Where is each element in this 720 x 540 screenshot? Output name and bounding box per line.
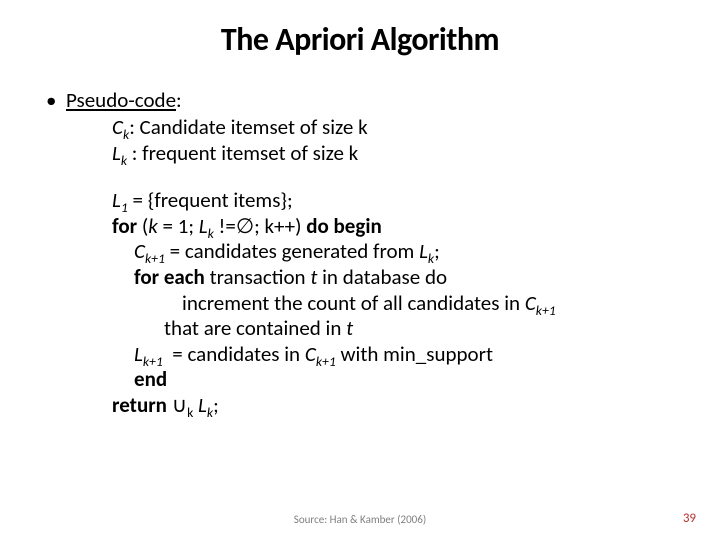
slide-title: The Apriori Algorithm bbox=[40, 20, 680, 59]
for-eq: = 1; bbox=[158, 213, 199, 239]
lk-var: L bbox=[112, 140, 121, 166]
l1-var: L bbox=[112, 187, 121, 213]
def-lk: Lk : frequent itemset of size k bbox=[112, 141, 680, 167]
algo-return: return ∪k Lk; bbox=[112, 393, 680, 419]
for-open: ( bbox=[137, 213, 148, 239]
for-kw: for bbox=[112, 213, 137, 239]
l1-text: = {frequent items}; bbox=[128, 187, 293, 213]
pseudo-code-colon: : bbox=[176, 87, 182, 113]
algo-l1: L1 = {frequent items}; bbox=[112, 188, 680, 214]
inc-ck-sub: k+1 bbox=[536, 302, 556, 319]
lk-text: : frequent itemset of size k bbox=[127, 140, 358, 166]
lk1-ck-var: C bbox=[305, 341, 316, 367]
algo-increment-1: increment the count of all candidates in… bbox=[182, 291, 680, 317]
ck-var: C bbox=[112, 114, 123, 140]
foreach-kw: for each bbox=[134, 264, 205, 290]
ck-text: : Candidate itemset of size k bbox=[129, 114, 367, 140]
foreach-rest: in database do bbox=[317, 264, 447, 290]
algo-lk1: Lk+1 = candidates in Ck+1 with min_suppo… bbox=[134, 342, 680, 368]
inc-ck-var: C bbox=[525, 290, 536, 316]
def-ck: Ck: Candidate itemset of size k bbox=[112, 115, 680, 141]
algo-increment-2: that are contained in t bbox=[164, 316, 680, 342]
algo-ck1: Ck+1 = candidates generated from Lk; bbox=[134, 239, 680, 265]
bullet-glyph: • bbox=[40, 87, 66, 113]
algo-foreach: for each transaction t in database do bbox=[134, 265, 680, 291]
lk1-rest: with min_support bbox=[336, 341, 493, 367]
ck1-text: = candidates generated from bbox=[165, 238, 419, 264]
pseudo-code-label: Pseudo-code bbox=[66, 87, 176, 113]
for-k: k bbox=[148, 213, 158, 239]
slide: The Apriori Algorithm • Pseudo-code: Ck:… bbox=[0, 0, 720, 540]
lk1-var: L bbox=[134, 341, 143, 367]
algo-for: for (k = 1; Lk !=∅; k++) do begin bbox=[112, 214, 680, 240]
foreach-text: transaction bbox=[205, 264, 310, 290]
ck1-lk-var: L bbox=[419, 238, 428, 264]
for-cond: !=∅; k++) bbox=[214, 213, 306, 239]
ck1-var: C bbox=[134, 238, 145, 264]
bullet-row: • Pseudo-code: bbox=[40, 87, 680, 113]
page-number: 39 bbox=[683, 511, 696, 526]
return-kw: return bbox=[112, 392, 167, 418]
inc-text2: that are contained in bbox=[164, 315, 346, 341]
return-lk-var: L bbox=[198, 392, 207, 418]
lk1-eq: = candidates in bbox=[163, 341, 305, 367]
inc-t: t bbox=[346, 315, 353, 341]
definitions: Ck: Candidate itemset of size k Lk : fre… bbox=[112, 115, 680, 166]
pseudo-code-label-wrap: Pseudo-code: bbox=[66, 87, 182, 113]
source-citation: Source: Han & Kamber (2006) bbox=[0, 513, 720, 526]
return-sym: ∪ bbox=[167, 392, 187, 418]
for-lk-var: L bbox=[199, 213, 208, 239]
end-kw: end bbox=[134, 366, 167, 392]
lk1-ck-sub: k+1 bbox=[316, 353, 336, 370]
return-end: ; bbox=[213, 392, 219, 418]
inc-text1: increment the count of all candidates in bbox=[182, 290, 525, 316]
ck1-end: ; bbox=[434, 238, 440, 264]
dobegin-kw: do begin bbox=[306, 213, 382, 239]
algorithm-block: L1 = {frequent items}; for (k = 1; Lk !=… bbox=[112, 188, 680, 418]
algo-end: end bbox=[134, 367, 680, 393]
